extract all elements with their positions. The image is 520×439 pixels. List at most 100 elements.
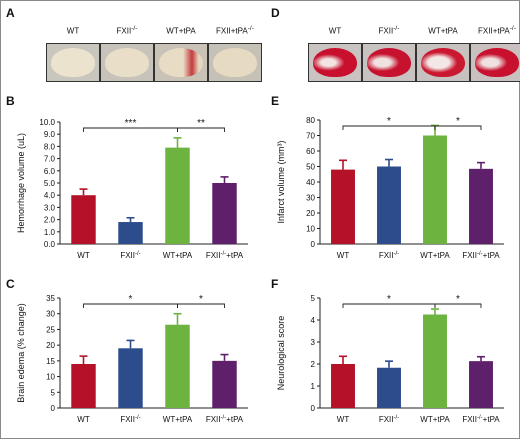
y-tick-label: 60 [306, 147, 315, 156]
y-tick-label: 7.0 [44, 155, 56, 164]
photo-label: FXII-/- [116, 25, 138, 36]
bar [71, 364, 96, 408]
photo-label: WT+tPA [166, 26, 196, 36]
bar [423, 135, 447, 244]
bar [118, 222, 143, 244]
x-tick-label: WT [337, 415, 350, 424]
x-tick-label: FXII-/- [379, 415, 399, 424]
y-tick-label: 9.0 [44, 130, 56, 139]
y-tick-label: 80 [306, 116, 315, 125]
significance-label: ** [197, 118, 205, 129]
y-axis-label: Neurological score [276, 316, 286, 391]
y-tick-label: 0 [51, 404, 56, 413]
y-tick-label: 2.0 [44, 216, 56, 225]
x-tick-label: WT [77, 415, 90, 424]
y-tick-label: 40 [306, 178, 315, 187]
significance-label: *** [125, 118, 137, 129]
bar [71, 195, 96, 244]
bar [165, 324, 190, 408]
y-tick-label: 5 [311, 294, 316, 303]
x-tick-label: FXII-/-+tPA [206, 251, 244, 260]
y-tick-label: 10 [306, 225, 315, 234]
y-tick-label: 3 [311, 338, 316, 347]
y-axis-label: Brain edema (% change) [16, 303, 26, 403]
y-axis-label: Hemorrhage volume (uL) [16, 133, 26, 233]
y-tick-label: 70 [306, 132, 315, 141]
panel-label-b: B [6, 94, 15, 108]
y-tick-label: 10 [46, 373, 55, 382]
x-tick-label: FXII-/- [120, 251, 140, 260]
significance-bracket [177, 127, 225, 132]
x-tick-label: FXII-/-+tPA [206, 415, 244, 424]
photo-label: FXII+tPA-/- [216, 25, 254, 36]
x-tick-label: FXII-/-+tPA [462, 251, 500, 260]
panel-label-f: F [271, 277, 279, 291]
photo-label: WT+tPA [428, 26, 458, 36]
y-tick-label: 35 [46, 294, 55, 303]
y-tick-label: 1 [311, 382, 316, 391]
brain-photo: WT [308, 27, 362, 82]
y-tick-label: 0 [311, 404, 316, 413]
significance-label: * [387, 294, 391, 305]
x-tick-label: FXII-/- [120, 415, 140, 424]
bar [212, 183, 237, 244]
y-tick-label: 0.0 [44, 240, 56, 249]
x-tick-label: WT+tPA [420, 415, 450, 424]
x-tick-label: WT+tPA [420, 251, 450, 260]
photo-label: WT [66, 26, 80, 36]
brain-photo: WT+tPA [154, 27, 208, 82]
panel-label-a: A [6, 6, 15, 20]
photo-label: FXII+tPA-/- [478, 25, 516, 36]
brain-photo: WT [46, 27, 100, 82]
significance-label: * [456, 294, 460, 305]
significance-label: * [387, 116, 391, 127]
y-tick-label: 20 [46, 341, 55, 350]
x-tick-label: WT+tPA [163, 415, 193, 424]
bar [212, 360, 237, 408]
significance-bracket [434, 303, 482, 308]
y-tick-label: 30 [306, 194, 315, 203]
photo-label: WT [328, 26, 342, 36]
chart-infarct-volume: 0 10 20 30 40 50 60 70 80 Infarct volume (mm³) WT F… [276, 116, 504, 260]
x-tick-label: WT+tPA [163, 251, 193, 260]
chart-brain-edema: 0 5 10 15 20 25 30 35 Brain edema (% change) WT FX… [16, 294, 248, 424]
bar [118, 348, 143, 408]
y-tick-label: 2 [311, 360, 316, 369]
y-tick-label: 10.0 [39, 118, 55, 127]
y-tick-label: 5.0 [44, 179, 56, 188]
panel-label-d: D [271, 6, 280, 20]
significance-bracket [434, 125, 482, 130]
brain-photo: FXII+tPA-/- [470, 25, 520, 82]
bar [377, 367, 401, 408]
x-tick-label: WT [77, 251, 90, 260]
x-tick-label: FXII-/-+tPA [462, 415, 500, 424]
significance-label: * [456, 116, 460, 127]
y-tick-label: 15 [46, 357, 55, 366]
y-tick-label: 1.0 [44, 228, 56, 237]
photo-strip-d: WT FXII-/- WT+tPA FXII+tPA-/- [308, 25, 520, 82]
y-tick-label: 4 [311, 316, 316, 325]
y-tick-label: 20 [306, 209, 315, 218]
photo-label: FXII-/- [378, 25, 400, 36]
bar [331, 364, 355, 408]
brain-photo: FXII-/- [362, 25, 416, 82]
x-tick-label: WT [337, 251, 350, 260]
photo-strip-a: WT FXII-/- WT+tPA FXII+tPA-/- [46, 25, 262, 82]
bar [469, 361, 493, 408]
y-tick-label: 0 [311, 240, 316, 249]
brain-photo: WT+tPA [416, 27, 470, 82]
x-tick-label: FXII-/- [379, 251, 399, 260]
y-tick-label: 3.0 [44, 203, 56, 212]
y-tick-label: 6.0 [44, 167, 56, 176]
brain-photo: FXII+tPA-/- [208, 25, 262, 82]
bar [377, 166, 401, 244]
bar [331, 169, 355, 244]
significance-label: * [199, 294, 203, 305]
chart-hemorrhage-volume: 0.0 1.0 2.0 3.0 4.0 5.0 6.0 7.0 8.0 9.0 10.0 Hemorr… [16, 118, 248, 260]
y-tick-label: 25 [46, 325, 55, 334]
panel-label-c: C [6, 277, 15, 291]
y-tick-label: 4.0 [44, 191, 56, 200]
y-tick-label: 5 [51, 388, 56, 397]
bar [469, 168, 493, 244]
chart-neurological-score: 0 1 2 3 4 5 Neurological score WT FXII-/- WT+tPA F… [276, 294, 504, 424]
